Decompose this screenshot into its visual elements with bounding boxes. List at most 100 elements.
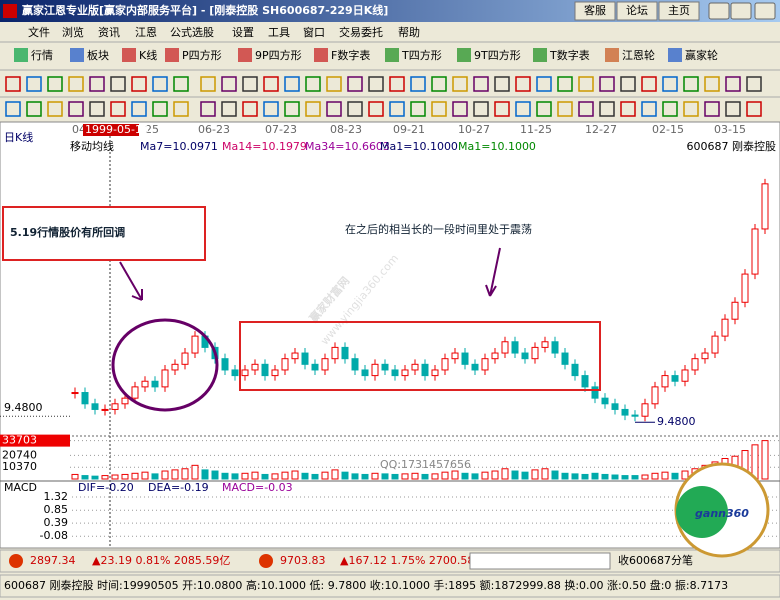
menu-item[interactable]: 浏览 (62, 25, 84, 39)
menu-item[interactable]: 文件 (28, 25, 50, 39)
title-button-label[interactable]: 客服 (584, 3, 606, 17)
toolbar-label[interactable]: 江恩轮 (622, 48, 655, 62)
window-control[interactable] (730, 2, 752, 20)
toolbar-icon[interactable] (662, 101, 678, 117)
toolbar-icon[interactable] (662, 76, 678, 92)
title-button[interactable] (574, 1, 616, 21)
toolbar-icon[interactable] (410, 101, 426, 117)
toolbar-icon[interactable] (452, 101, 468, 117)
toolbar-label[interactable]: F数字表 (331, 48, 370, 62)
toolbar-icon[interactable] (457, 48, 471, 62)
toolbar-icon[interactable] (221, 76, 237, 92)
toolbar-icon[interactable] (605, 48, 619, 62)
toolbar-icon[interactable] (725, 76, 741, 92)
toolbar-icon[interactable] (385, 48, 399, 62)
toolbar-icon[interactable] (173, 76, 189, 92)
toolbar-icon[interactable] (704, 101, 720, 117)
toolbar-icon[interactable] (68, 76, 84, 92)
toolbar-icon[interactable] (314, 48, 328, 62)
toolbar-icon[interactable] (515, 101, 531, 117)
toolbar-icon[interactable] (494, 76, 510, 92)
toolbar-icon[interactable] (122, 48, 136, 62)
toolbar-icon[interactable] (620, 76, 636, 92)
toolbar-icon[interactable] (70, 48, 84, 62)
toolbar-icon[interactable] (536, 76, 552, 92)
toolbar-label[interactable]: P四方形 (182, 48, 222, 62)
toolbar-icon[interactable] (557, 101, 573, 117)
toolbar-icon[interactable] (473, 101, 489, 117)
title-button-label[interactable]: 论坛 (626, 3, 648, 17)
toolbar-icon[interactable] (746, 76, 762, 92)
toolbar-icon[interactable] (410, 76, 426, 92)
toolbar-icon[interactable] (284, 101, 300, 117)
toolbar-icon[interactable] (641, 101, 657, 117)
toolbar-icon[interactable] (668, 48, 682, 62)
toolbar-icon[interactable] (452, 76, 468, 92)
toolbar-icon[interactable] (89, 76, 105, 92)
toolbar-icon[interactable] (431, 76, 447, 92)
toolbar-icon[interactable] (431, 101, 447, 117)
toolbar-icon[interactable] (725, 101, 741, 117)
toolbar-icon[interactable] (26, 101, 42, 117)
toolbar-icon[interactable] (473, 76, 489, 92)
toolbar-icon[interactable] (536, 101, 552, 117)
title-button-label[interactable]: 主页 (668, 4, 690, 17)
toolbar-icon[interactable] (326, 101, 342, 117)
toolbar-icon[interactable] (347, 101, 363, 117)
toolbar-icon[interactable] (165, 48, 179, 62)
window-control[interactable] (708, 2, 730, 20)
toolbar-icon[interactable] (494, 101, 510, 117)
toolbar-icon[interactable] (368, 101, 384, 117)
toolbar-icon[interactable] (47, 101, 63, 117)
toolbar-icon[interactable] (704, 76, 720, 92)
toolbar-icon[interactable] (620, 101, 636, 117)
menu-item[interactable]: 交易委托 (339, 25, 383, 39)
toolbar-icon[interactable] (284, 76, 300, 92)
toolbar-icon[interactable] (578, 76, 594, 92)
window-control[interactable] (754, 2, 776, 20)
toolbar-icon[interactable] (26, 76, 42, 92)
toolbar-icon[interactable] (305, 76, 321, 92)
toolbar-icon[interactable] (5, 76, 21, 92)
toolbar-icon[interactable] (173, 101, 189, 117)
toolbar-icon[interactable] (263, 76, 279, 92)
toolbar-icon[interactable] (5, 101, 21, 117)
menu-item[interactable]: 公式选股 (170, 26, 214, 39)
menu-item[interactable]: 资讯 (98, 26, 120, 39)
toolbar-icon[interactable] (14, 48, 28, 62)
toolbar-icon[interactable] (389, 76, 405, 92)
toolbar-icon[interactable] (683, 101, 699, 117)
toolbar-icon[interactable] (152, 76, 168, 92)
toolbar-label[interactable]: K线 (139, 48, 157, 62)
menu-item[interactable]: 窗口 (303, 25, 325, 39)
toolbar-icon[interactable] (641, 76, 657, 92)
toolbar-icon[interactable] (68, 101, 84, 117)
toolbar-icon[interactable] (152, 101, 168, 117)
title-button[interactable] (658, 1, 700, 21)
toolbar-icon[interactable] (557, 76, 573, 92)
toolbar-icon[interactable] (746, 101, 762, 117)
toolbar-icon[interactable] (263, 101, 279, 117)
toolbar-icon[interactable] (326, 76, 342, 92)
menu-item[interactable]: 江恩 (135, 26, 157, 39)
toolbar-icon[interactable] (200, 76, 216, 92)
toolbar-icon[interactable] (242, 76, 258, 92)
toolbar-icon[interactable] (347, 76, 363, 92)
toolbar-icon[interactable] (683, 76, 699, 92)
toolbar-label[interactable]: 板块 (87, 48, 109, 62)
menu-item[interactable]: 设置 (232, 26, 254, 39)
toolbar-label[interactable]: 行情 (31, 49, 53, 62)
toolbar-icon[interactable] (368, 76, 384, 92)
toolbar-icon[interactable] (389, 101, 405, 117)
toolbar-icon[interactable] (242, 101, 258, 117)
toolbar-label[interactable]: T四方形 (401, 48, 442, 62)
toolbar-icon[interactable] (110, 101, 126, 117)
toolbar-icon[interactable] (599, 101, 615, 117)
toolbar-label[interactable]: T数字表 (549, 48, 590, 62)
title-button[interactable] (616, 1, 658, 21)
toolbar-icon[interactable] (238, 48, 252, 62)
toolbar-icon[interactable] (515, 76, 531, 92)
menu-item[interactable]: 工具 (268, 26, 290, 39)
toolbar-icon[interactable] (47, 76, 63, 92)
toolbar-icon[interactable] (221, 101, 237, 117)
